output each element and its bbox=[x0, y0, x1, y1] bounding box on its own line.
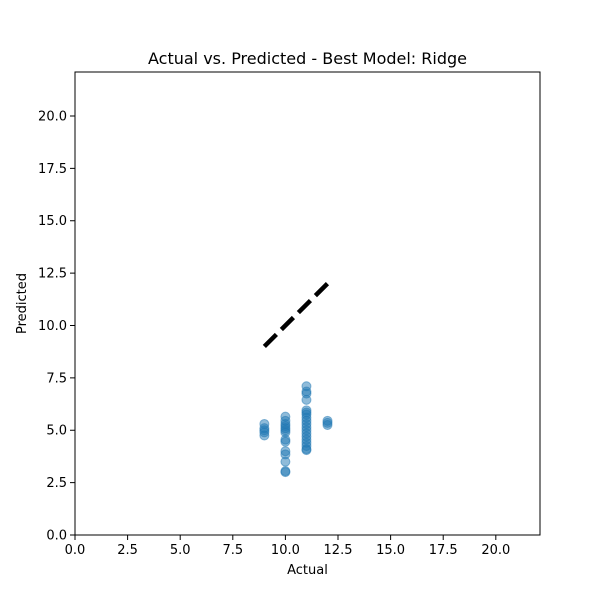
scatter-point bbox=[280, 456, 291, 467]
x-axis-ticks: 0.0 2.5 5.0 7.5 10.0 12.5 15.0 17.5 20.0 bbox=[65, 535, 510, 558]
y-tick-label: 15.0 bbox=[38, 214, 67, 229]
x-tick-label: 0.0 bbox=[65, 543, 86, 558]
scatter-point bbox=[280, 467, 291, 478]
scatter-point bbox=[280, 436, 291, 447]
y-tick-label: 17.5 bbox=[38, 162, 67, 177]
scatter-point bbox=[322, 420, 333, 431]
y-tick-label: 2.5 bbox=[46, 476, 67, 491]
x-tick-label: 10.0 bbox=[271, 543, 300, 558]
reference-line bbox=[262, 282, 330, 349]
scatter-point bbox=[301, 394, 312, 405]
y-tick-label: 0.0 bbox=[46, 529, 67, 544]
x-tick-label: 12.5 bbox=[324, 543, 353, 558]
y-axis-ticks: 0.0 2.5 5.0 7.5 10.0 12.5 15.0 17.5 20.0 bbox=[38, 109, 75, 544]
chart-title: Actual vs. Predicted - Best Model: Ridge bbox=[148, 49, 467, 68]
y-tick-label: 7.5 bbox=[46, 371, 67, 386]
y-tick-label: 12.5 bbox=[38, 267, 67, 282]
y-tick-label: 5.0 bbox=[46, 424, 67, 439]
points-layer bbox=[259, 381, 333, 478]
x-tick-label: 5.0 bbox=[170, 543, 191, 558]
scatter-point bbox=[301, 445, 312, 456]
x-tick-label: 7.5 bbox=[222, 543, 243, 558]
y-tick-label: 20.0 bbox=[38, 109, 67, 124]
x-tick-label: 15.0 bbox=[376, 543, 405, 558]
x-tick-label: 20.0 bbox=[481, 543, 510, 558]
x-axis-label: Actual bbox=[287, 563, 328, 578]
reference-line-layer bbox=[262, 282, 330, 349]
y-tick-label: 10.0 bbox=[38, 319, 67, 334]
x-tick-label: 2.5 bbox=[117, 543, 138, 558]
x-tick-label: 17.5 bbox=[429, 543, 458, 558]
scatter-point bbox=[259, 430, 270, 441]
y-axis-label: Predicted bbox=[15, 273, 30, 334]
